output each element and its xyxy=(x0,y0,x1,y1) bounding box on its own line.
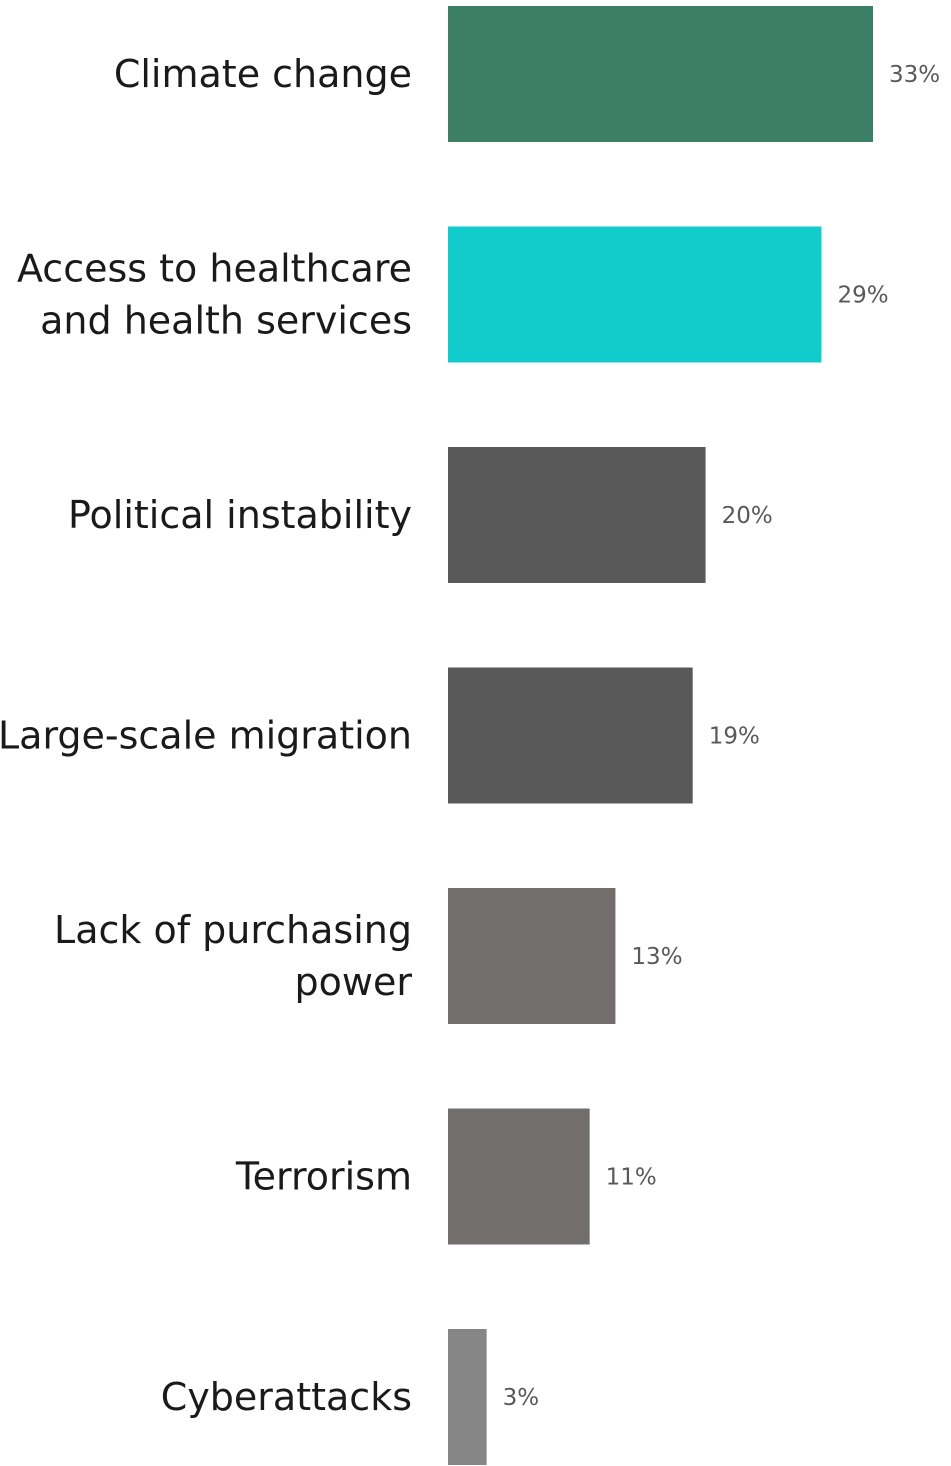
category-label-line: Climate change xyxy=(114,52,412,96)
value-label-3: 19% xyxy=(709,724,760,750)
bar-4 xyxy=(448,888,616,1024)
bar-3 xyxy=(448,667,693,804)
value-label-5: 11% xyxy=(606,1165,657,1191)
category-label-line: Terrorism xyxy=(235,1155,412,1199)
value-label-6: 3% xyxy=(503,1385,540,1411)
bar-0 xyxy=(448,6,873,142)
value-label-2: 20% xyxy=(722,503,773,529)
category-label-5: Terrorism xyxy=(235,1155,412,1199)
category-label-line: Access to healthcare xyxy=(17,247,412,291)
category-label-6: Cyberattacks xyxy=(161,1375,412,1419)
category-label-line: power xyxy=(295,960,413,1004)
value-labels-group: 33% 29% 20% 19% 13% 11% 3% xyxy=(503,62,940,1411)
category-label-line: Cyberattacks xyxy=(161,1375,412,1419)
category-label-line: Political instability xyxy=(68,493,412,537)
bar-6 xyxy=(448,1329,487,1465)
category-label-4: Lack of purchasing power xyxy=(54,908,412,1004)
value-label-1: 29% xyxy=(837,283,888,309)
bar-1 xyxy=(448,226,822,363)
bar-5 xyxy=(448,1108,590,1245)
bar-2 xyxy=(448,447,706,583)
category-label-2: Political instability xyxy=(68,493,412,537)
category-label-line: Lack of purchasing xyxy=(54,908,412,952)
category-labels-group: Climate change Access to healthcare and he… xyxy=(0,52,412,1419)
category-label-line: and health services xyxy=(40,299,412,343)
category-label-1: Access to healthcare and health services xyxy=(17,247,412,343)
value-label-4: 13% xyxy=(631,944,682,970)
category-label-0: Climate change xyxy=(114,52,412,96)
value-label-0: 33% xyxy=(889,62,940,88)
category-label-line: Large-scale migration xyxy=(0,714,412,758)
bars-group xyxy=(448,6,873,1465)
category-label-3: Large-scale migration xyxy=(0,714,412,758)
